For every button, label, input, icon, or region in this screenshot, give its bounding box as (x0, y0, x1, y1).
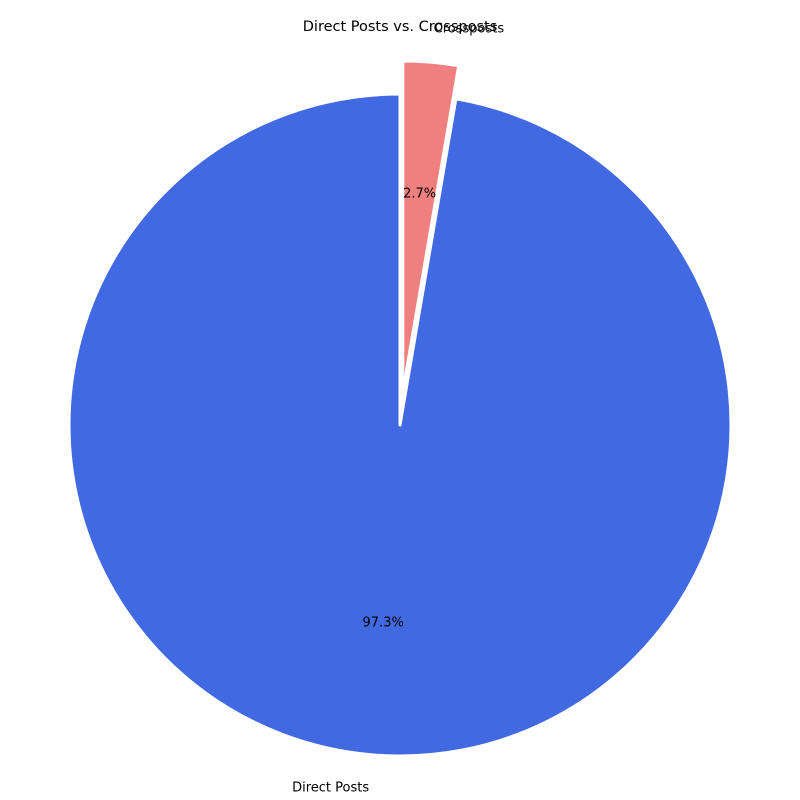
slices-layer (67, 59, 733, 758)
pie-slice-direct-posts (67, 92, 733, 758)
slice-label-direct-posts: Direct Posts (292, 780, 369, 795)
labels-layer: 97.3% Direct Posts 2.7% Crossposts (292, 22, 504, 796)
pie-slice-crossposts (401, 59, 461, 394)
pct-label-crossposts: 2.7% (403, 187, 436, 202)
pct-label-direct-posts: 97.3% (363, 615, 404, 630)
slice-label-crossposts: Crossposts (434, 22, 505, 37)
chart-title: Direct Posts vs. Crossposts (303, 19, 498, 35)
